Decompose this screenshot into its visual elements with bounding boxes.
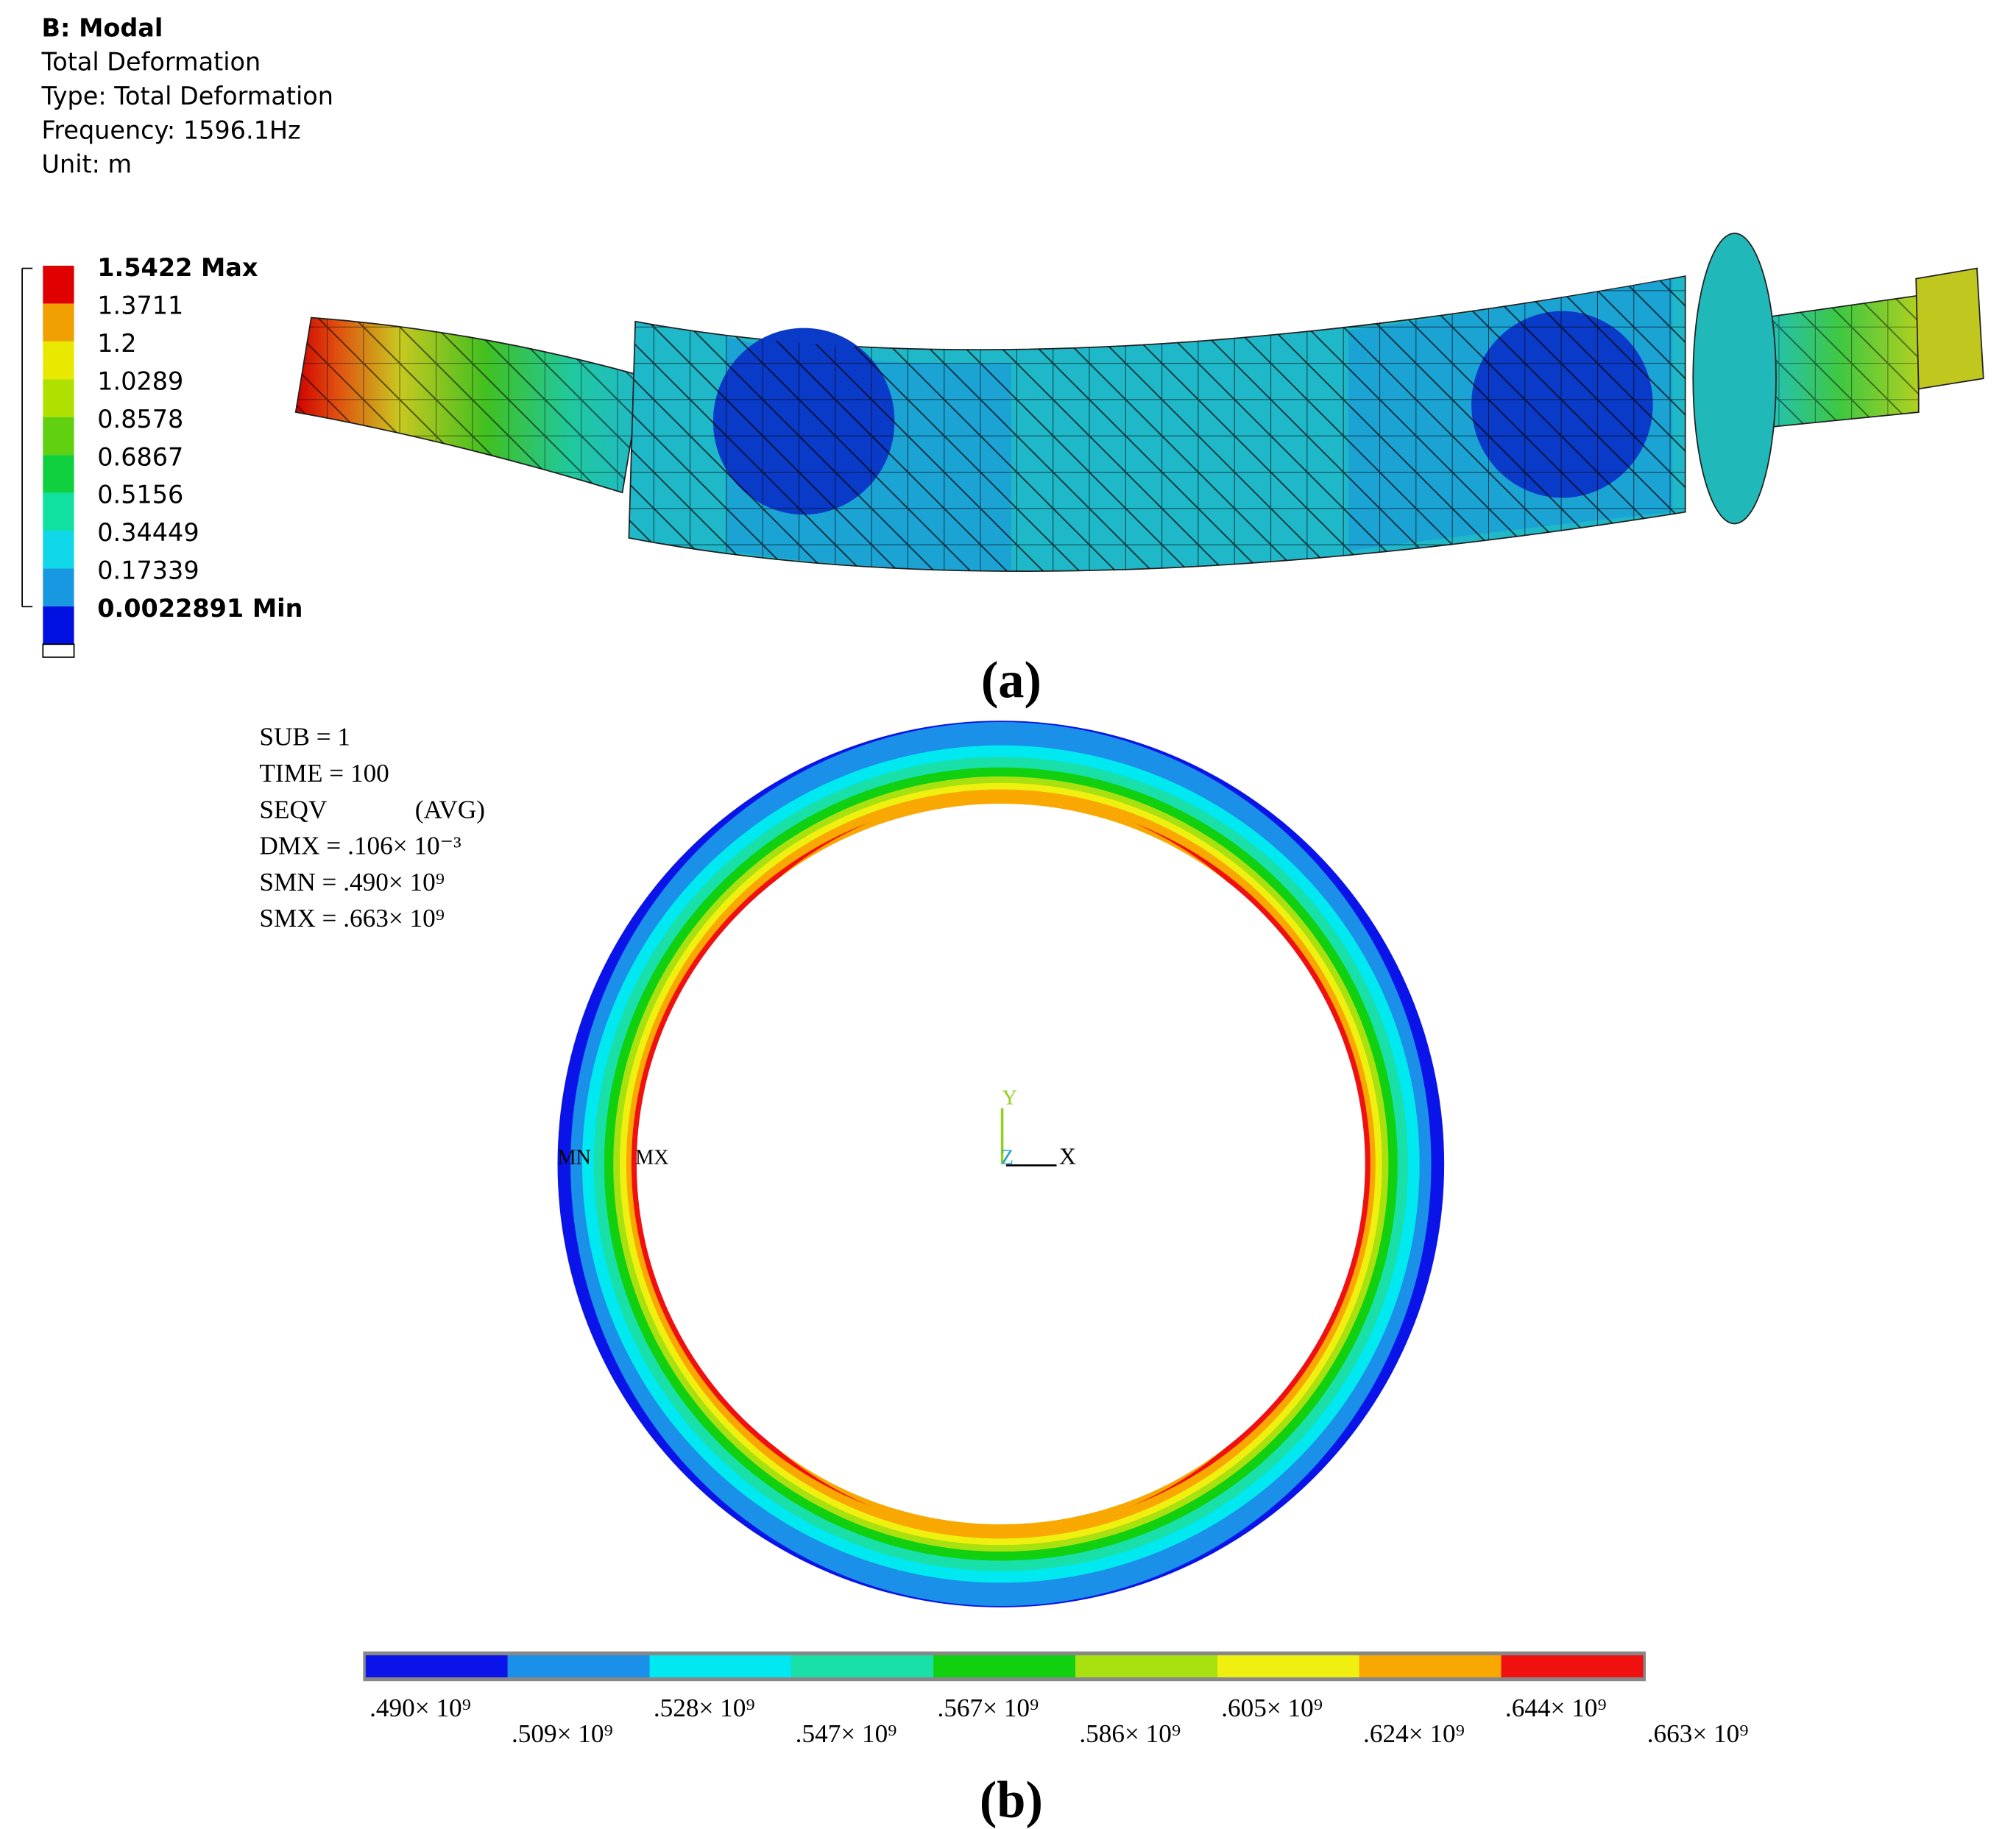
info-line: SEQV (259, 795, 328, 824)
legend-label: 1.0289 (97, 367, 183, 395)
shaft-model (294, 233, 1984, 573)
info-line: SUB = 1 (259, 723, 350, 751)
legend-label: .663× 10⁹ (1647, 1719, 1749, 1748)
legend-label: .547× 10⁹ (796, 1719, 897, 1748)
legend-label: .605× 10⁹ (1221, 1694, 1323, 1722)
legend-swatch (43, 531, 74, 569)
caption: (a) (981, 652, 1041, 710)
legend-swatch (933, 1655, 1076, 1677)
legend-swatch (43, 606, 74, 645)
info-line: SMX = .663× 10⁹ (259, 904, 445, 933)
legend-swatch (43, 266, 74, 304)
header-line: Unit: m (42, 150, 132, 179)
legend-swatch (1359, 1655, 1502, 1677)
legend-swatch (1075, 1655, 1217, 1677)
axis-label: Y (1002, 1087, 1017, 1110)
header-line: Total Deformation (41, 48, 261, 77)
legend-label: .567× 10⁹ (938, 1694, 1039, 1722)
info-line: TIME = 100 (259, 759, 389, 788)
stress-ring (557, 721, 1445, 1607)
legend-swatch (791, 1655, 934, 1677)
legend-swatch (43, 455, 74, 493)
info-line: SMN = .490× 10⁹ (259, 868, 445, 896)
legend-label: .528× 10⁹ (654, 1694, 755, 1722)
legend-label: .586× 10⁹ (1079, 1719, 1181, 1748)
node-label: MX (635, 1147, 668, 1170)
legend-swatch (43, 568, 74, 606)
stress-info: SUB = 1 TIME = 100 SEQV (AVG) DMX = .106× 10… (259, 723, 485, 933)
legend-swatch (43, 379, 74, 417)
stress-legend: .490× 10⁹ .509× 10⁹ .528× 10⁹ .547× 10⁹ .567… (363, 1651, 1749, 1748)
header-line: Type: Total Deformation (41, 82, 333, 110)
deformation-legend: 1.5422 Max 1.3711 1.2 1.0289 0.8578 0.6867 0.5… (42, 253, 303, 658)
caption: (b) (980, 1772, 1043, 1829)
ring-interior (636, 803, 1365, 1525)
info-line: (AVG) (415, 795, 485, 824)
legend-label: 0.34449 (97, 518, 199, 547)
axis-label: X (1059, 1144, 1076, 1170)
legend-swatch (43, 492, 74, 531)
legend-swatch (365, 1655, 508, 1677)
header-line: Frequency: 1596.1Hz (42, 116, 301, 144)
legend-swatch (1501, 1655, 1644, 1677)
legend-label: 0.5156 (97, 481, 183, 509)
legend-swatch (43, 303, 74, 342)
axis-label: Z (1001, 1147, 1014, 1170)
legend-swatch (43, 417, 74, 456)
node-label: MN (557, 1147, 590, 1170)
legend-swatch (43, 341, 74, 380)
legend-label: 0.0022891 Min (97, 594, 303, 623)
legend-label: .509× 10⁹ (512, 1719, 613, 1748)
legend-label: .490× 10⁹ (369, 1694, 471, 1722)
legend-swatch (507, 1655, 650, 1677)
legend-swatch (42, 643, 75, 658)
deformation-header: B: Modal Total Deformation Type: Total Def… (41, 13, 333, 178)
legend-label: 0.17339 (97, 556, 199, 585)
legend-label: .644× 10⁹ (1505, 1694, 1607, 1722)
legend-swatch (649, 1655, 792, 1677)
legend-label: 1.5422 Max (97, 253, 258, 282)
legend-label: 0.8578 (97, 405, 183, 434)
legend-swatch (1217, 1655, 1359, 1677)
legend-label: .624× 10⁹ (1363, 1719, 1465, 1748)
header-line: B: Modal (42, 13, 163, 42)
legend-label: 1.3711 (97, 291, 183, 320)
legend-label: 1.2 (97, 329, 136, 358)
legend-label: 0.6867 (97, 442, 183, 471)
info-line: DMX = .106× 10⁻³ (259, 832, 461, 860)
